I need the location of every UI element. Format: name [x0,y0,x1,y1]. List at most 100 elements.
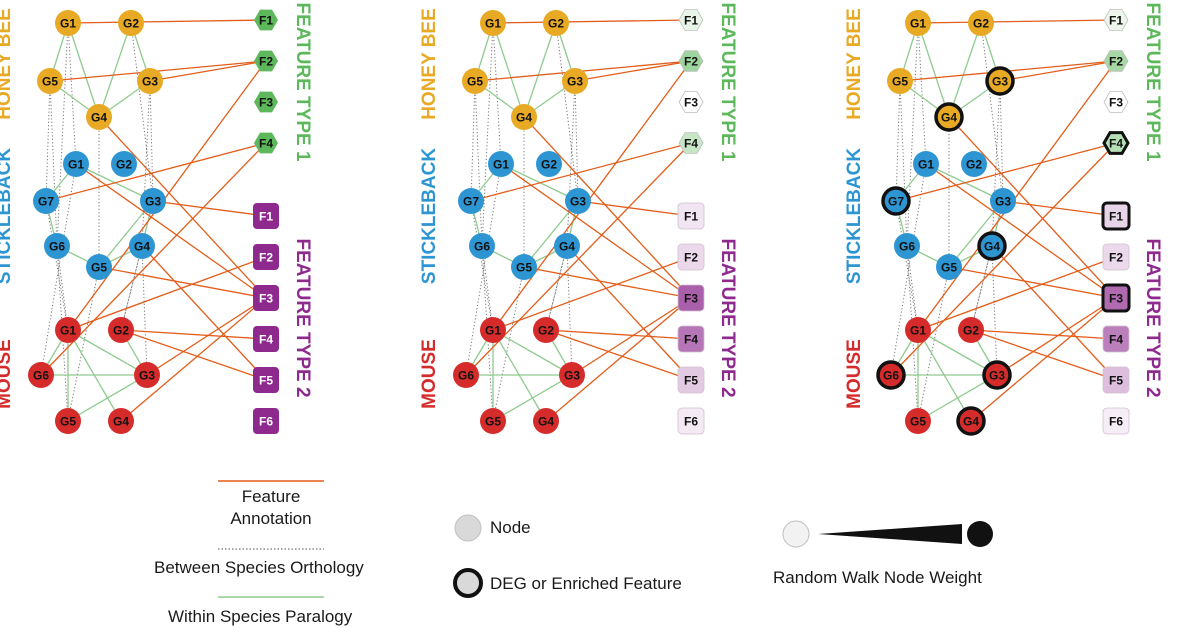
orthology-edge [566,245,573,376]
gene-node-st-G2 [111,151,137,177]
gene-node-label: G4 [941,111,957,125]
gene-node-st-G6 [469,233,495,259]
nodes: G1 G2 G5 G3 G4 G1 G2 G7 G3 G6 G4 G5 G1 G2 G6 G3 G5 G4 F1 F2… [876,9,1131,436]
nodes: G1 G2 G5 G3 G4 G1 G2 G7 G3 G6 G4 G5 G1 G2 G6 G3 G5 G4 F1 F2… [453,9,705,435]
gene-node-label: G3 [570,195,586,209]
gene-node-label: G1 [60,17,76,31]
gene-node-label: G3 [564,369,580,383]
gene-node-st-G5 [86,254,112,280]
feature1-node-F4 [1102,131,1130,155]
feature2-node-F3 [677,284,705,312]
gene-node-label: G4 [984,240,1000,254]
feature2-node-F5 [677,366,705,394]
gene-node-label: G5 [516,261,532,275]
gene-node-hb-G4 [934,102,964,132]
gene-node-st-G6 [44,233,70,259]
gene-node-label: G2 [538,324,554,338]
feature2-node-label: F5 [1109,374,1123,388]
annotation-edge [970,297,1117,422]
gene-node-label: G3 [992,75,1008,89]
gene-node-label: G3 [142,75,158,89]
orthology-edge [545,245,568,331]
feature2-node-label: F4 [1109,333,1123,347]
feature1-node-F3 [678,91,704,113]
annotation-edge [149,60,267,82]
gene-node-st-G5 [936,254,962,280]
feature2-node-F6 [253,408,279,434]
gene-node-hb-G2 [968,10,994,36]
orthology-edge [56,22,69,247]
gene-node-st-G6 [894,233,920,259]
feature1-node-label: F2 [1109,55,1123,69]
legend-node-circle [454,514,482,542]
gene-node-hb-G4 [86,104,112,130]
orthology-edge [492,266,525,422]
feature1-node-label: F4 [684,137,698,151]
annotation-edge [470,142,692,202]
gene-node-hb-G1 [905,10,931,36]
orthology-edge [566,80,576,247]
feature2-node-F1 [253,203,279,229]
orthology-edge [906,22,919,247]
gene-node-st-G7 [458,188,484,214]
feature1-node-F1 [678,9,704,31]
gene-node-label: G3 [989,369,1005,383]
gene-node-mo-G5 [905,408,931,434]
annotation-edge [523,266,692,299]
gene-node-label: G6 [899,240,915,254]
gene-node-label: G5 [60,415,76,429]
gene-node-label: G2 [116,158,132,172]
annotation-edge [970,329,1117,381]
feature2-node-F4 [677,325,705,353]
species-label-mouse: MOUSE [419,339,440,409]
orthology-edge [474,80,483,247]
orthology-edge [917,266,950,422]
annotation-edge [1002,200,1117,217]
gene-node-st-G4 [977,231,1007,261]
orthology-edge [481,245,494,331]
feature2-node-label: F4 [259,333,273,347]
gene-node-label: G4 [538,415,554,429]
feature2-node-label: F5 [259,374,273,388]
species-label-stickleback: STICKLEBACK [844,148,865,284]
annotation-edge [545,329,692,340]
feature2-node-F5 [253,367,279,393]
gene-node-label: G3 [995,195,1011,209]
paralogy-edge [917,329,998,376]
gene-node-st-G2 [536,151,562,177]
gene-node-hb-G1 [480,10,506,36]
feature2-node-label: F6 [1109,415,1123,429]
gene-node-st-G3 [140,188,166,214]
legend-within-species-label: Within Species Paralogy [168,607,353,626]
orthology-edge [470,200,494,331]
gene-node-label: G6 [458,369,474,383]
gene-node-mo-G6 [28,362,54,388]
feature1-node-label: F4 [1109,137,1123,151]
feature2-node-label: F6 [684,415,698,429]
feature1-node-F2 [1103,50,1129,72]
gene-node-mo-G3 [982,360,1012,390]
species-label-honeybee: HONEY BEE [0,8,15,120]
gene-node-label: G7 [463,195,479,209]
annotation-edge [566,245,692,381]
legend-between-species-label: Between Species Orthology [154,558,364,577]
gene-node-hb-G3 [985,66,1015,96]
gene-node-st-G7 [881,186,911,216]
gene-node-label: G5 [42,75,58,89]
gene-node-hb-G5 [462,68,488,94]
gene-node-st-G2 [961,151,987,177]
annotation-edge [948,266,1117,299]
feature2-node-label: F2 [259,251,273,265]
feature1-node-label: F3 [1109,96,1123,110]
feature1-node-label: F3 [259,96,273,110]
feature1-node-F3 [254,91,278,113]
gene-node-label: G4 [963,415,979,429]
annotation-edge [925,163,1117,299]
annotation-edge [492,256,692,331]
gene-node-st-G1 [63,151,89,177]
gene-node-label: G6 [49,240,65,254]
orthology-edge [56,245,69,331]
axis-labels: HONEY BEE STICKLEBACK MOUSE FEATURE TYPE 1 F… [419,2,738,408]
species-label-stickleback: STICKLEBACK [0,148,15,284]
